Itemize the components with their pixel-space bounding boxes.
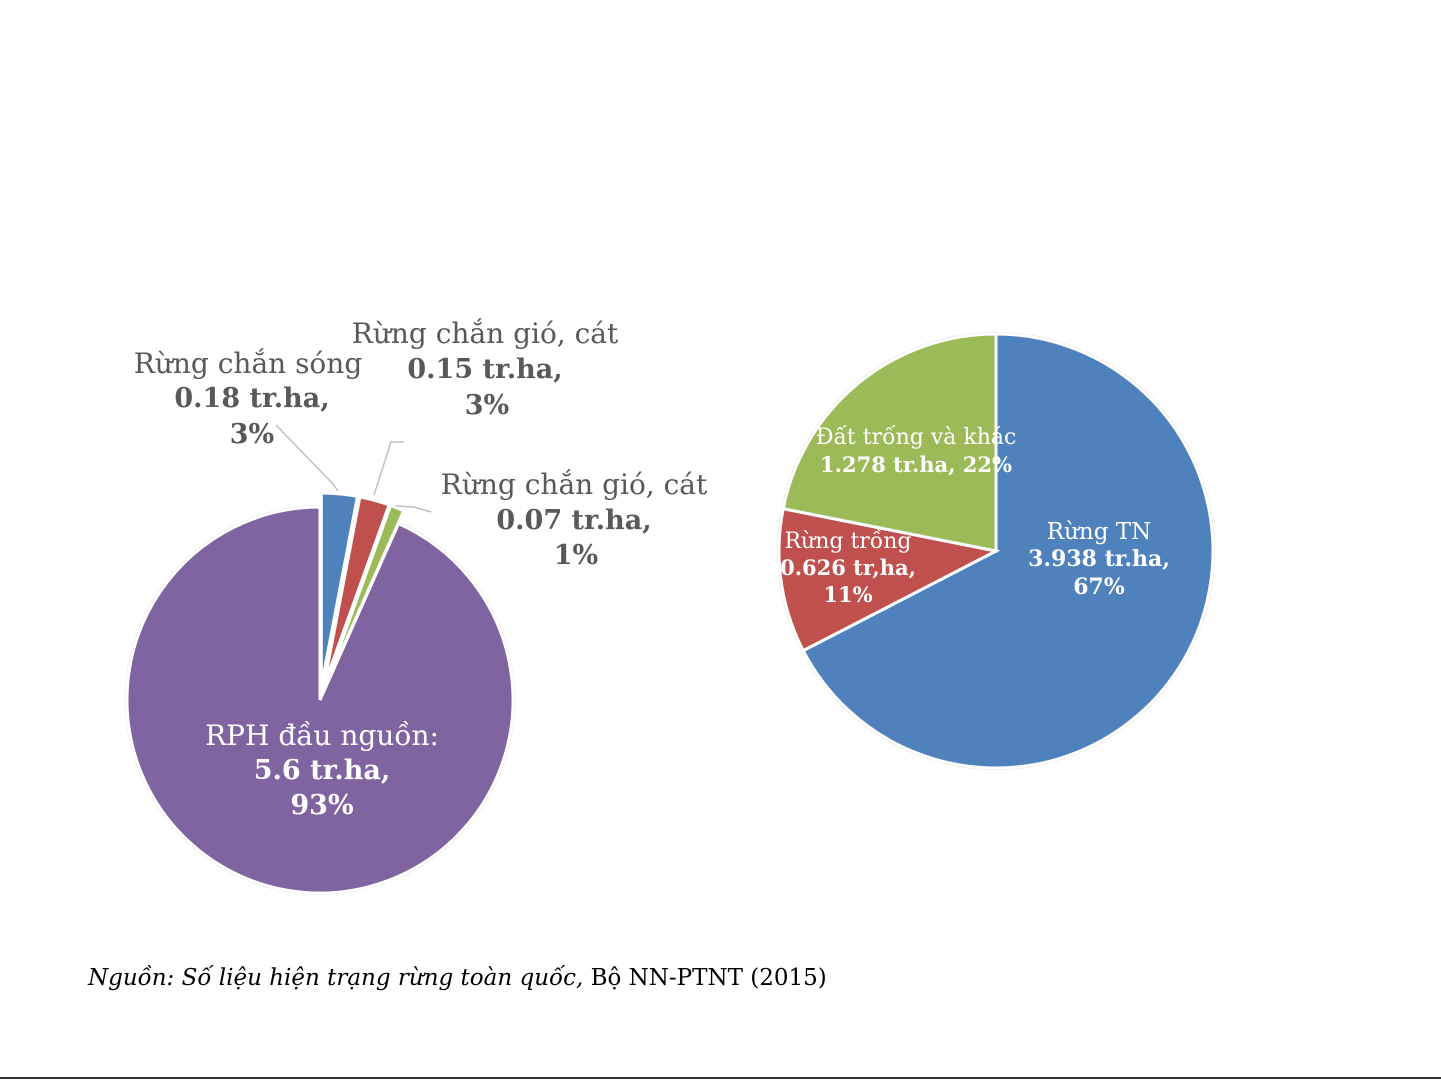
label-rung-chan-song-name: Rừng chắn sóng bbox=[134, 347, 363, 380]
label-rung-chan-gio-cat-1-value: 0.15 tr.ha, bbox=[407, 354, 562, 385]
label-rung-chan-gio-cat-2-value: 0.07 tr.ha, bbox=[496, 505, 651, 536]
bottom-divider bbox=[0, 1077, 1441, 1079]
label-rung-tn-value: 3.938 tr.ha, bbox=[1028, 546, 1170, 572]
slice-dat-trong-va-khac bbox=[781, 332, 998, 553]
label-rung-trong-name: Rừng trồng bbox=[784, 528, 911, 554]
label-rph-dau-nguon-pct: 93% bbox=[290, 790, 353, 821]
source-note-italic: Nguồn: Số liệu hiện trạng rừng toàn quốc… bbox=[88, 965, 584, 991]
source-note-normal: Bộ NN-PTNT (2015) bbox=[583, 965, 827, 991]
pie-chart-forest-types bbox=[777, 332, 1215, 770]
label-dat-trong-name: Đất trống và khác bbox=[816, 424, 1017, 450]
label-rung-chan-song-pct: 3% bbox=[230, 419, 274, 450]
label-rung-trong-pct: 11% bbox=[823, 582, 872, 607]
label-dat-trong: Đất trống và khác 1.278 tr.ha, 22% bbox=[816, 424, 1017, 477]
slice-rung-chan-gio-cat-1 bbox=[322, 495, 391, 688]
label-rung-tn-pct: 67% bbox=[1073, 574, 1125, 600]
label-rph-dau-nguon-value: 5.6 tr.ha, bbox=[254, 755, 391, 786]
slice-rph-dau-nguon bbox=[125, 505, 515, 895]
label-rung-chan-gio-cat-1: Rừng chắn gió, cát 0.15 tr.ha, 3% bbox=[352, 317, 619, 421]
pie-chart-protection-forest bbox=[125, 491, 515, 895]
label-rung-trong-value: 0.626 tr,ha, bbox=[780, 555, 916, 580]
slice-rung-chan-song bbox=[319, 491, 360, 687]
label-rph-dau-nguon-name: RPH đầu nguồn: bbox=[205, 719, 439, 752]
label-rung-tn: Rừng TN 3.938 tr.ha, 67% bbox=[1028, 519, 1170, 600]
label-rung-chan-gio-cat-2-name: Rừng chắn gió, cát bbox=[441, 468, 708, 501]
leader-line-rung-chan-song bbox=[275, 424, 339, 492]
source-note: Nguồn: Số liệu hiện trạng rừng toàn quốc… bbox=[88, 965, 827, 991]
label-rung-chan-song-value: 0.18 tr.ha, bbox=[174, 383, 329, 414]
label-rung-chan-song: Rừng chắn sóng 0.18 tr.ha, 3% bbox=[134, 347, 363, 450]
label-dat-trong-value: 1.278 tr.ha, 22% bbox=[820, 452, 1012, 477]
label-rung-trong: Rừng trồng 0.626 tr,ha, 11% bbox=[780, 528, 916, 607]
label-rph-dau-nguon: RPH đầu nguồn: 5.6 tr.ha, 93% bbox=[205, 719, 439, 821]
label-rung-chan-gio-cat-2: Rừng chắn gió, cát 0.07 tr.ha, 1% bbox=[441, 468, 708, 571]
label-rung-chan-gio-cat-1-pct: 3% bbox=[465, 390, 509, 421]
leader-line-rung-chan-gio-cat-2 bbox=[395, 505, 432, 513]
label-rung-tn-name: Rừng TN bbox=[1047, 519, 1151, 545]
slice-rung-trong bbox=[777, 506, 1001, 653]
label-rung-chan-gio-cat-1-name: Rừng chắn gió, cát bbox=[352, 317, 619, 350]
leader-line-rung-chan-gio-cat-1 bbox=[373, 441, 404, 496]
slice-rung-tn bbox=[801, 332, 1215, 770]
label-rung-chan-gio-cat-2-pct: 1% bbox=[554, 540, 598, 571]
